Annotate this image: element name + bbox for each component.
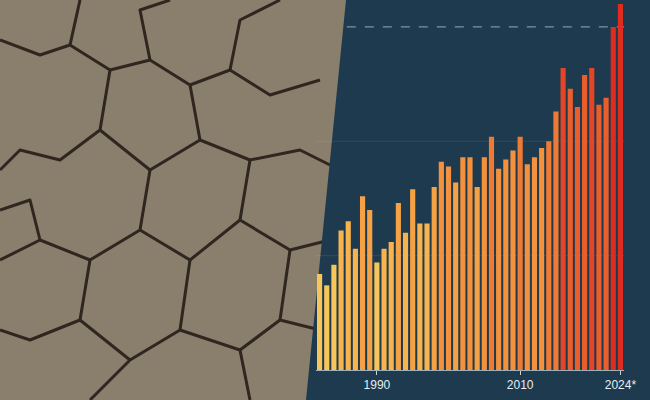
svg-text:2010: 2010 — [507, 378, 534, 392]
svg-text:1990: 1990 — [364, 378, 391, 392]
svg-text:2024*: 2024* — [605, 378, 637, 392]
